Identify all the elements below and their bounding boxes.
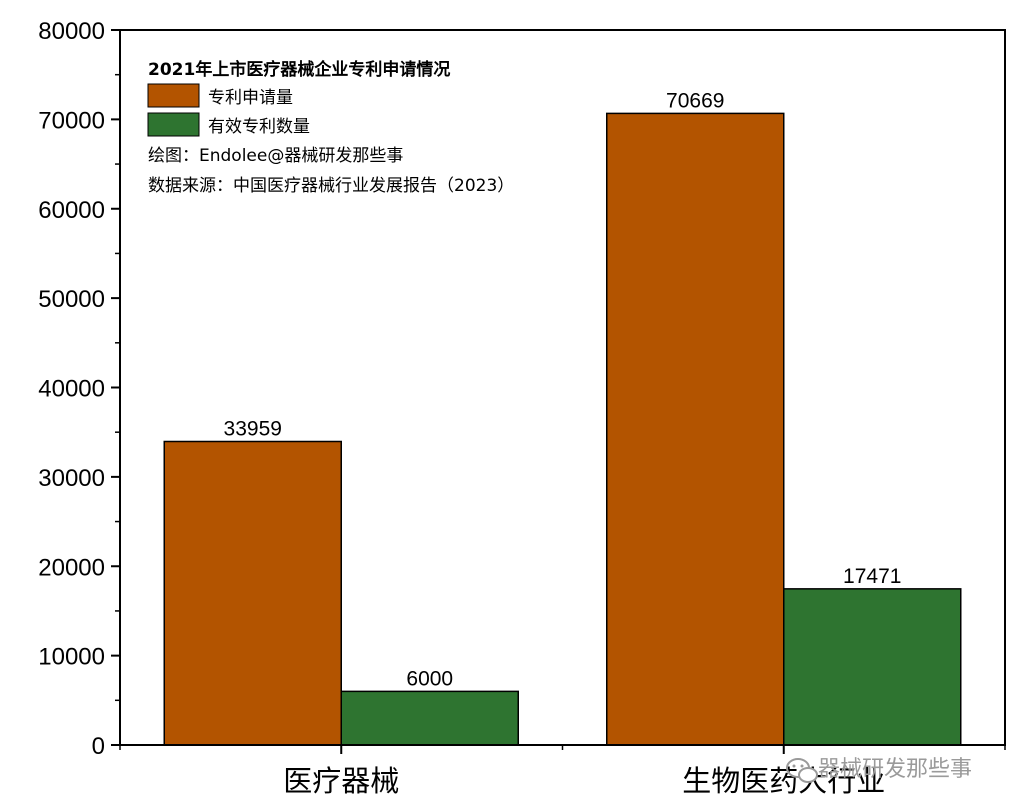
y-tick-label-7: 70000: [38, 107, 105, 134]
bar-1-0: [606, 112, 785, 746]
bar-1-1: [783, 588, 962, 746]
legend-swatch-1: [147, 112, 200, 137]
bars-group: 33959 6000 70669 17471: [163, 89, 962, 746]
y-tick-label-6: 60000: [38, 197, 105, 224]
data-label-0-0: 33959: [224, 417, 282, 440]
watermark: 器械研发那些事: [786, 757, 972, 783]
y-tick-label-1: 10000: [38, 644, 105, 671]
y-tick-label-0: 0: [92, 733, 105, 760]
x-category-label-1: 生物医药大行业: [682, 764, 885, 798]
legend-swatch-0: [147, 83, 200, 108]
bar-0-1: [340, 690, 519, 746]
y-tick-label-3: 30000: [38, 465, 105, 492]
x-category-label-0: 医疗器械: [283, 764, 399, 798]
legend: 2021年上市医疗器械企业专利申请情况 专利申请量 有效专利数量 绘图：Endo…: [147, 59, 514, 196]
annotation-source: 数据来源：中国医疗器械行业发展报告（2023）: [148, 176, 514, 196]
y-tick-label-4: 40000: [38, 376, 105, 403]
chart-title: 2021年上市医疗器械企业专利申请情况: [148, 59, 450, 80]
data-label-1-0: 70669: [666, 89, 724, 112]
y-tick-label-5: 50000: [38, 286, 105, 313]
data-label-0-1: 6000: [406, 667, 453, 690]
y-tick-label-8: 80000: [38, 18, 105, 45]
y-tick-label-2: 20000: [38, 554, 105, 581]
data-label-1-1: 17471: [843, 565, 901, 588]
watermark-text: 器械研发那些事: [818, 757, 972, 782]
axes-group: 0 10000 20000 30000 40000 50000 60000 70000 8000…: [38, 18, 1006, 798]
bar-0-0: [163, 440, 342, 746]
legend-label-0: 专利申请量: [208, 88, 293, 108]
annotation-author: 绘图：Endolee@器械研发那些事: [148, 146, 403, 166]
legend-label-1: 有效专利数量: [208, 117, 310, 137]
wechat-icon: [786, 758, 818, 783]
